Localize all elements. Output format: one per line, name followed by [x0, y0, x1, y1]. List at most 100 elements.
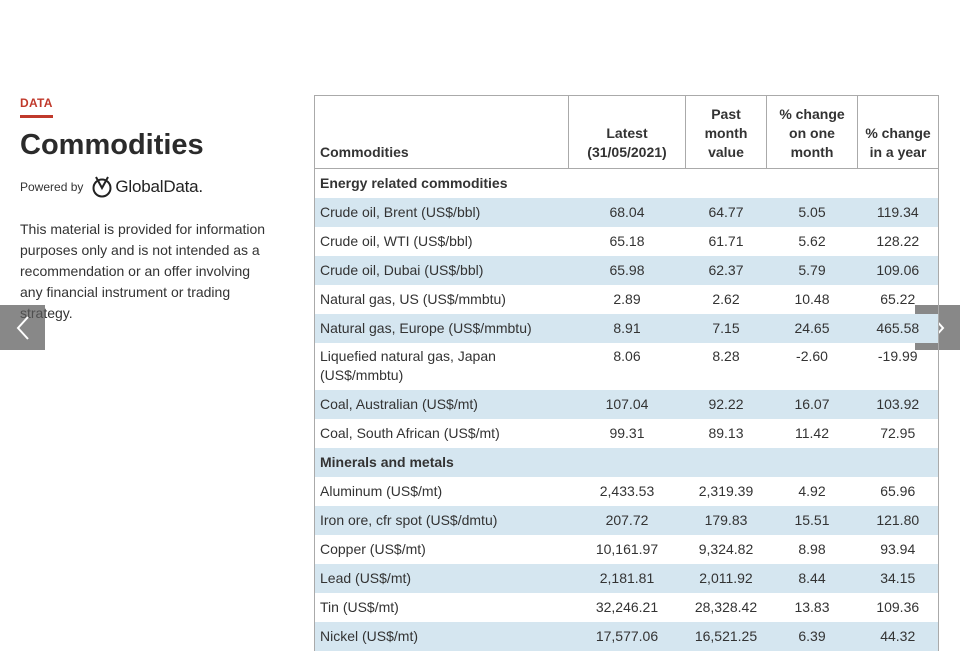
cell-commodity: Crude oil, WTI (US$/bbl) — [314, 227, 569, 256]
cell-past-month: 92.22 — [685, 390, 767, 419]
cell-commodity: Nickel (US$/mt) — [314, 622, 569, 651]
header-commodities: Commodities — [314, 95, 569, 169]
commodities-table: Commodities Latest (31/05/2021) Past mon… — [314, 95, 939, 651]
cell-change-year: 72.95 — [857, 419, 939, 448]
cell-commodity: Tin (US$/mt) — [314, 593, 569, 622]
cell-change-year: 65.96 — [857, 477, 939, 506]
cell-past-month: 16,521.25 — [685, 622, 767, 651]
cell-change-month: 15.51 — [766, 506, 858, 535]
table-section-row: Energy related commodities — [314, 168, 939, 198]
cell-change-month: 5.79 — [766, 256, 858, 285]
globaldata-logo[interactable]: GlobalData. — [91, 174, 203, 200]
table-row: Nickel (US$/mt) 17,577.06 16,521.25 6.39 44.… — [314, 622, 939, 651]
cell-past-month: 89.13 — [708, 425, 744, 441]
cell-change-year: 109.06 — [857, 256, 939, 285]
page-title: Commodities — [20, 129, 204, 161]
table-header-row: Commodities Latest (31/05/2021) Past mon… — [314, 95, 939, 169]
table-row: Coal, South African (US$/mt) 99.31 89.13 11… — [314, 419, 939, 448]
cell-latest: 68.04 — [568, 198, 686, 227]
table-row: Crude oil, Brent (US$/bbl) 68.04 64.77 5.05… — [314, 198, 939, 227]
globaldata-logo-text: GlobalData. — [115, 176, 203, 196]
cell-change-month: -2.60 — [796, 348, 828, 364]
cell-change-year: 103.92 — [857, 390, 939, 419]
cell-commodity: Coal, Australian (US$/mt) — [314, 390, 569, 419]
cell-past-month: 7.15 — [685, 314, 767, 343]
table-row: Coal, Australian (US$/mt) 107.04 92.22 16.0… — [314, 390, 939, 419]
cell-past-month: 2.62 — [712, 291, 740, 307]
table-row: Lead (US$/mt) 2,181.81 2,011.92 8.44 34.15 — [314, 564, 939, 593]
cell-latest: 2,181.81 — [568, 564, 686, 593]
cell-latest: 99.31 — [609, 425, 645, 441]
cell-change-year: 128.22 — [857, 227, 939, 256]
cell-latest: 17,577.06 — [568, 622, 686, 651]
chevron-left-icon — [16, 315, 29, 340]
cell-commodity: Crude oil, Brent (US$/bbl) — [314, 198, 569, 227]
cell-change-month: 6.39 — [766, 622, 858, 651]
cell-latest: 65.18 — [609, 233, 645, 249]
cell-commodity: Aluminum (US$/mt) — [314, 477, 569, 506]
section-title: Minerals and metals — [314, 448, 939, 477]
cell-commodity: Lead (US$/mt) — [314, 564, 569, 593]
table-row: Crude oil, WTI (US$/bbl) 65.18 61.71 5.62 12… — [314, 227, 939, 256]
cell-latest: 2.89 — [613, 291, 641, 307]
cell-change-year: 109.36 — [857, 593, 939, 622]
cell-change-month: 8.98 — [798, 541, 826, 557]
table-row: Iron ore, cfr spot (US$/dmtu) 207.72 179.8… — [314, 506, 939, 535]
cell-change-year: 465.58 — [857, 314, 939, 343]
cell-past-month: 28,328.42 — [694, 599, 758, 615]
sidebar: DATA Commodities Powered by GlobalData. … — [20, 94, 280, 338]
disclaimer-text: This material is provided for informatio… — [20, 220, 266, 321]
header-change-year: % change in a year — [857, 95, 939, 169]
cell-past-month: 2,011.92 — [685, 564, 767, 593]
globaldata-logo-icon — [92, 176, 112, 198]
cell-change-year: 93.94 — [857, 535, 939, 564]
section-title: Energy related commodities — [314, 168, 939, 198]
cell-change-month: 4.92 — [798, 483, 826, 499]
cell-change-year: 34.15 — [857, 564, 939, 593]
cell-commodity: Coal, South African (US$/mt) — [314, 419, 569, 448]
cell-past-month: 62.37 — [685, 256, 767, 285]
cell-commodity: Natural gas, US (US$/mmbtu) — [314, 285, 569, 314]
cell-change-year: 44.32 — [857, 622, 939, 651]
previous-button[interactable] — [0, 305, 45, 350]
cell-change-month: 11.42 — [795, 425, 829, 441]
cell-commodity: Copper (US$/mt) — [314, 535, 569, 564]
table-row: Natural gas, US (US$/mmbtu) 2.89 2.62 10.48… — [314, 285, 939, 314]
cell-commodity: Natural gas, Europe (US$/mmbtu) — [314, 314, 569, 343]
cell-latest: 8.91 — [568, 314, 686, 343]
header-latest: Latest (31/05/2021) — [568, 95, 686, 169]
commodities-table-container[interactable]: Commodities Latest (31/05/2021) Past mon… — [314, 95, 939, 655]
cell-commodity: Crude oil, Dubai (US$/bbl) — [314, 256, 569, 285]
cell-change-month: 24.65 — [766, 314, 858, 343]
powered-by: Powered by GlobalData. — [20, 173, 280, 201]
header-past-month: Past month value — [685, 95, 767, 169]
cell-latest: 10,161.97 — [595, 541, 659, 557]
cell-commodity: Iron ore, cfr spot (US$/dmtu) — [314, 506, 569, 535]
cell-past-month: 8.28 — [712, 348, 740, 364]
cell-change-year: 119.34 — [857, 198, 939, 227]
cell-latest: 65.98 — [568, 256, 686, 285]
table-row: Natural gas, Europe (US$/mmbtu) 8.91 7.15 2… — [314, 314, 939, 343]
cell-change-month: 16.07 — [766, 390, 858, 419]
section-tag: DATA — [20, 96, 53, 118]
cell-past-month: 9,324.82 — [698, 541, 754, 557]
cell-past-month: 64.77 — [685, 198, 767, 227]
table-row: Tin (US$/mt) 32,246.21 28,328.42 13.83 109.3… — [314, 593, 939, 622]
table-body: Energy related commodities Crude oil, Bre… — [314, 168, 939, 651]
table-section-row: Minerals and metals — [314, 448, 939, 477]
cell-past-month: 179.83 — [685, 506, 767, 535]
cell-latest: 207.72 — [568, 506, 686, 535]
cell-change-month: 5.05 — [766, 198, 858, 227]
cell-past-month: 2,319.39 — [698, 483, 754, 499]
cell-past-month: 61.71 — [708, 233, 744, 249]
header-change-month: % change on one month — [766, 95, 858, 169]
table-row: Liquefied natural gas, Japan (US$/mmbtu)… — [314, 343, 939, 390]
cell-latest: 2,433.53 — [599, 483, 655, 499]
table-row: Crude oil, Dubai (US$/bbl) 65.98 62.37 5.79… — [314, 256, 939, 285]
table-row: Copper (US$/mt) 10,161.97 9,324.82 8.98 93.9… — [314, 535, 939, 564]
table-row: Aluminum (US$/mt) 2,433.53 2,319.39 4.92 65.… — [314, 477, 939, 506]
cell-change-year: 121.80 — [857, 506, 939, 535]
cell-change-month: 8.44 — [766, 564, 858, 593]
cell-change-year: -19.99 — [857, 343, 939, 390]
cell-latest: 8.06 — [613, 348, 641, 364]
